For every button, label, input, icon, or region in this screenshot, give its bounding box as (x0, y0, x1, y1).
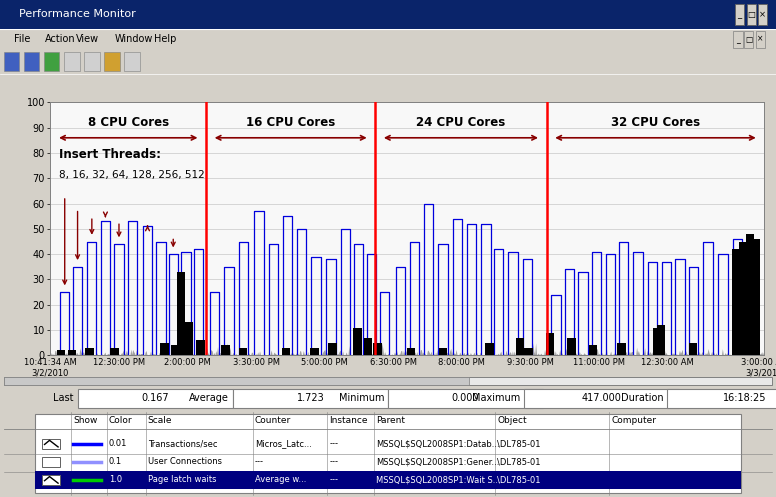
Text: Transactions/sec: Transactions/sec (148, 439, 217, 448)
Bar (667, 389, 776, 408)
Text: Instance: Instance (330, 416, 368, 425)
Text: Object: Object (497, 416, 527, 425)
Text: User Connections: User Connections (148, 457, 222, 466)
Text: Color: Color (109, 416, 132, 425)
Text: 24 CPU Cores: 24 CPU Cores (416, 116, 506, 129)
Text: Average w...: Average w... (255, 475, 306, 485)
Bar (104, 52, 120, 71)
Text: Counter: Counter (255, 416, 291, 425)
Bar (24, 51, 40, 73)
Bar (756, 31, 765, 48)
Bar (4, 51, 19, 73)
Text: 1.0: 1.0 (109, 475, 122, 485)
Text: 16:18:25: 16:18:25 (723, 393, 767, 403)
Text: \DL785-01: \DL785-01 (497, 457, 541, 466)
Text: Insert Threads:: Insert Threads: (59, 148, 161, 161)
Bar (4, 377, 469, 385)
Text: ---: --- (330, 457, 338, 466)
Bar (43, 475, 61, 485)
Bar (4, 52, 19, 71)
Bar (233, 389, 388, 408)
Text: Micros_Latc...: Micros_Latc... (255, 439, 312, 448)
Text: Maximum: Maximum (472, 393, 520, 403)
Text: 1.723: 1.723 (296, 393, 324, 403)
Bar (64, 52, 80, 71)
Text: 32 CPU Cores: 32 CPU Cores (611, 116, 701, 129)
Bar (124, 52, 140, 71)
Text: 0.01: 0.01 (109, 439, 127, 448)
Text: ---: --- (330, 475, 338, 485)
Text: Scale: Scale (148, 416, 172, 425)
Text: _: _ (736, 35, 740, 44)
Text: Parent: Parent (376, 416, 405, 425)
Text: □: □ (745, 35, 753, 44)
Text: 8 CPU Cores: 8 CPU Cores (88, 116, 169, 129)
Text: 0.1: 0.1 (109, 457, 122, 466)
Text: File: File (14, 34, 30, 44)
Bar (84, 51, 99, 73)
Text: ×: × (757, 35, 764, 44)
Text: ---: --- (330, 439, 338, 448)
Bar (733, 31, 743, 48)
Text: Computer: Computer (611, 416, 656, 425)
Text: Show: Show (73, 416, 98, 425)
Text: 8, 16, 32, 64, 128, 256, 512: 8, 16, 32, 64, 128, 256, 512 (59, 170, 205, 180)
Text: Action: Action (45, 34, 75, 44)
Bar (24, 52, 40, 71)
Text: Window: Window (115, 34, 153, 44)
Text: 417.000: 417.000 (581, 393, 622, 403)
Bar (744, 31, 753, 48)
Text: Page latch waits: Page latch waits (148, 475, 217, 485)
Text: MSSQL$SQL2008SP1:Wait S...: MSSQL$SQL2008SP1:Wait S... (376, 475, 501, 485)
Bar (43, 439, 61, 449)
Text: 0.000: 0.000 (452, 393, 480, 403)
Text: Minimum: Minimum (338, 393, 384, 403)
Text: Duration: Duration (621, 393, 663, 403)
Text: _: _ (737, 10, 742, 19)
Text: Last: Last (54, 393, 74, 403)
Bar (747, 4, 756, 24)
Bar (735, 4, 744, 24)
Text: Help: Help (154, 34, 176, 44)
Bar (43, 457, 61, 467)
Text: Performance Monitor: Performance Monitor (19, 9, 136, 19)
Bar (4, 377, 772, 385)
Text: \DL785-01: \DL785-01 (497, 439, 541, 448)
Bar (388, 389, 543, 408)
Bar (124, 51, 140, 73)
Text: MSSQL$SQL2008SP1:Datab...: MSSQL$SQL2008SP1:Datab... (376, 439, 500, 448)
Text: 0.167: 0.167 (141, 393, 169, 403)
Text: MSSQL$SQL2008SP1:Gener...: MSSQL$SQL2008SP1:Gener... (376, 457, 499, 466)
Text: 16 CPU Cores: 16 CPU Cores (246, 116, 335, 129)
Text: \DL785-01: \DL785-01 (497, 475, 541, 485)
Bar (758, 4, 767, 24)
Bar (78, 389, 233, 408)
Text: ---: --- (255, 457, 264, 466)
Bar (44, 51, 60, 73)
Bar (35, 471, 741, 489)
Text: Average: Average (189, 393, 229, 403)
Text: View: View (76, 34, 99, 44)
Bar (44, 52, 60, 71)
Bar (64, 51, 80, 73)
Bar (524, 389, 679, 408)
Bar (104, 51, 120, 73)
Text: □: □ (747, 10, 755, 19)
Text: ×: × (759, 10, 767, 19)
Bar (84, 52, 99, 71)
